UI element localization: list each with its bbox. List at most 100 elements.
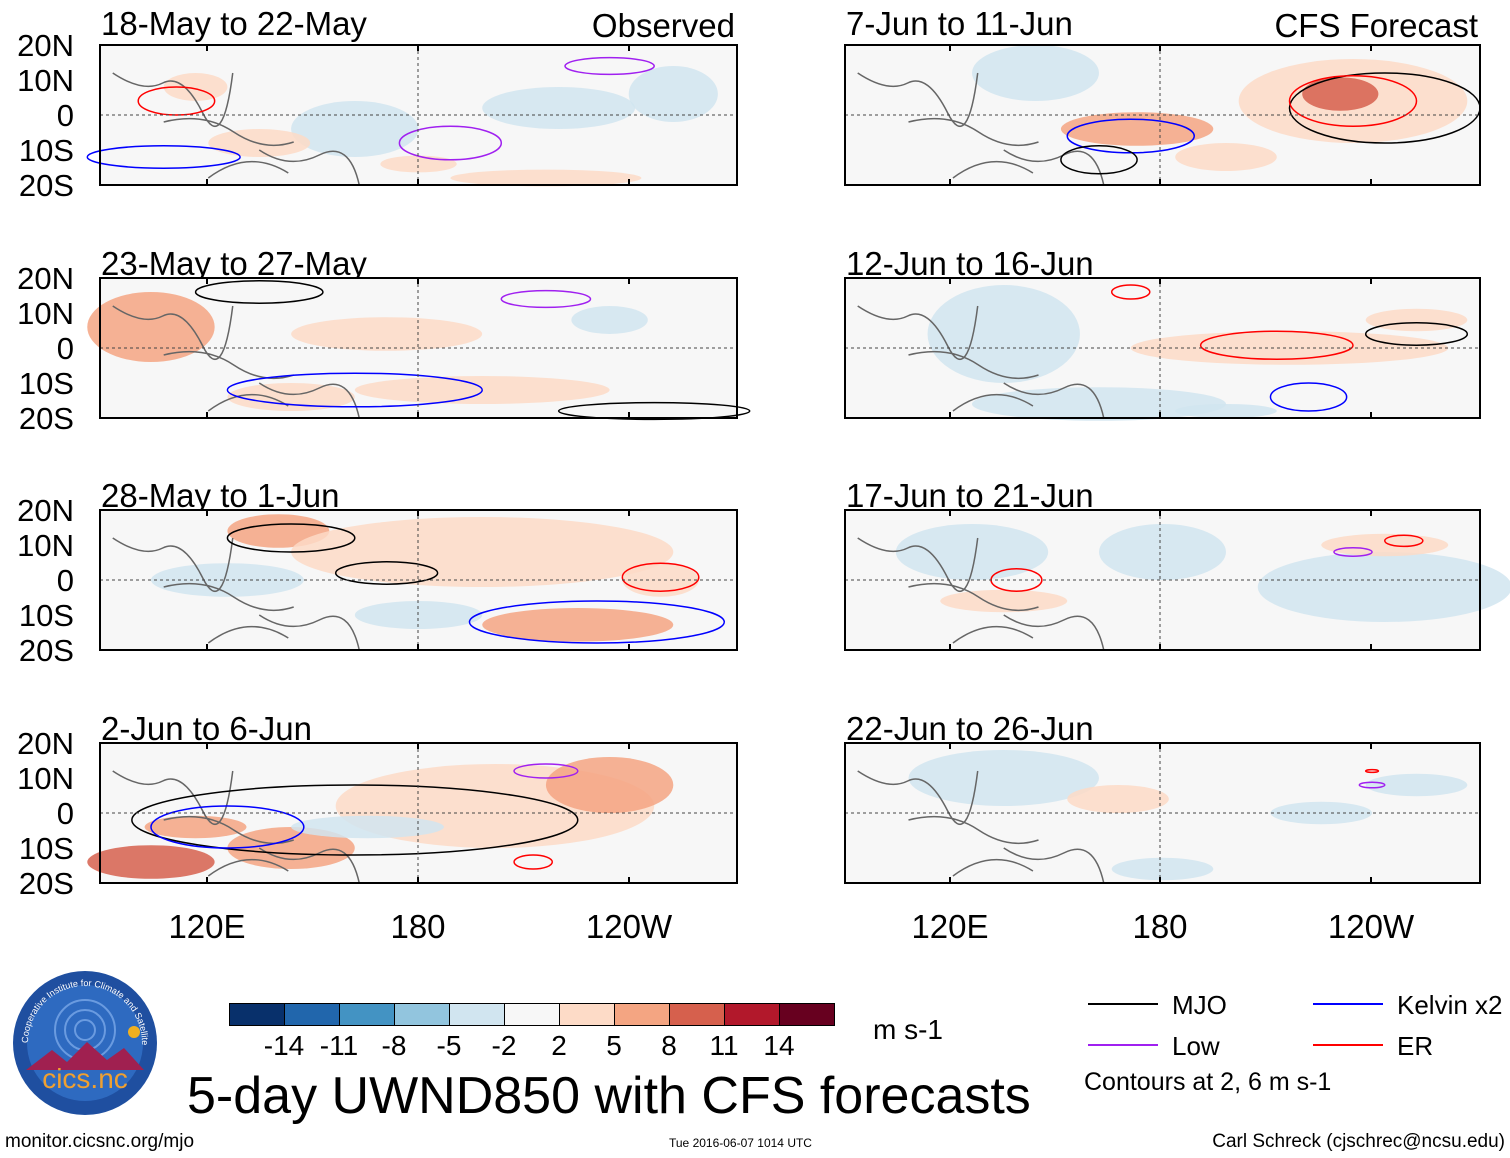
colorbar-tick-label: 14 xyxy=(763,1030,795,1061)
filtered-contour xyxy=(1333,547,1373,557)
anomaly-shading xyxy=(1175,404,1277,418)
panel-title: 17-Jun to 21-Jun xyxy=(846,477,1094,514)
legend-label: MJO xyxy=(1172,990,1227,1020)
filtered-contour xyxy=(1358,781,1386,789)
filtered-contour xyxy=(137,86,216,116)
anomaly-shading xyxy=(1321,533,1449,557)
filtered-contour xyxy=(226,372,483,408)
lat-tick-label: 10S xyxy=(18,133,74,168)
filtered-contour xyxy=(398,125,503,161)
anomaly-shading xyxy=(482,87,636,129)
filtered-contour xyxy=(1060,145,1138,175)
lon-tick-label: 180 xyxy=(390,908,446,945)
lat-tick-label: 10N xyxy=(17,528,74,563)
lat-tick-label: 10N xyxy=(17,761,74,796)
anomaly-shading xyxy=(1365,773,1468,797)
anomaly-shading xyxy=(450,169,642,187)
footer-author: Carl Schreck (cjschrec@ncsu.edu) xyxy=(1212,1131,1505,1152)
map-panel xyxy=(844,44,1481,186)
colorbar-tick-label: 11 xyxy=(709,1030,739,1061)
legend-label: Low xyxy=(1172,1031,1220,1061)
lat-tick-label: 20S xyxy=(18,866,74,901)
filtered-contour xyxy=(557,401,751,421)
anomaly-shading xyxy=(482,608,674,642)
panel-frame xyxy=(99,742,738,884)
lon-tick-label: 120W xyxy=(1327,908,1415,945)
map-panel xyxy=(844,742,1481,884)
colorbar-tick-label: 2 xyxy=(551,1030,567,1061)
footer-timestamp: Tue 2016-06-07 1014 UTC xyxy=(669,1136,812,1150)
coastline xyxy=(112,72,360,186)
colorbar-swatch xyxy=(559,1003,615,1026)
anomaly-shading xyxy=(571,306,648,334)
filtered-contour xyxy=(1110,284,1151,300)
filtered-contour xyxy=(1288,75,1418,127)
panel-title: 18-May to 22-May xyxy=(101,5,367,42)
colorbar-tick-label: -14 xyxy=(263,1030,305,1061)
panel-title: 22-Jun to 26-Jun xyxy=(846,710,1094,747)
legend-line xyxy=(1313,1044,1383,1046)
anomaly-shading xyxy=(291,317,483,351)
legend-line xyxy=(1088,1003,1158,1005)
colorbar-swatch xyxy=(284,1003,340,1026)
map-panel xyxy=(844,277,1481,421)
filtered-contour xyxy=(86,145,241,169)
lat-tick-label: 10N xyxy=(17,63,74,98)
colorbar-tick-label: -5 xyxy=(436,1030,462,1061)
lon-tick-label: 180 xyxy=(1132,908,1188,945)
colorbar-tick-label: -2 xyxy=(491,1030,517,1061)
colorbar-tick-label: 5 xyxy=(606,1030,622,1061)
coastline xyxy=(857,770,1105,884)
colorbar-swatch xyxy=(669,1003,725,1026)
lat-tick-label: 0 xyxy=(56,331,74,366)
colorbar-swatch xyxy=(339,1003,395,1026)
anomaly-shading xyxy=(380,155,457,173)
anomaly-shading xyxy=(1099,524,1226,580)
colorbar-swatch xyxy=(504,1003,560,1026)
filtered-contour xyxy=(150,805,305,849)
map-panel xyxy=(87,742,738,884)
filtered-contour xyxy=(500,289,592,309)
colorbar-swatch xyxy=(394,1003,450,1026)
lat-tick-label: 20N xyxy=(17,261,74,296)
lat-tick-label: 0 xyxy=(56,796,74,831)
legend-label: ER xyxy=(1397,1031,1434,1061)
footer-url[interactable]: monitor.cicsnc.org/mjo xyxy=(5,1131,195,1152)
panel-frame xyxy=(844,277,1481,419)
anomaly-shading xyxy=(227,383,355,411)
colorbar-units: m s-1 xyxy=(873,1014,943,1045)
lat-tick-label: 20S xyxy=(18,168,74,203)
anomaly-shading xyxy=(1111,857,1214,881)
lat-tick-label: 10S xyxy=(18,598,74,633)
map-panel xyxy=(99,509,738,651)
lat-tick-label: 10N xyxy=(17,296,74,331)
anomaly-shading xyxy=(291,101,419,157)
coastline xyxy=(857,72,1105,186)
chart-title: 5-day UWND850 with CFS forecasts xyxy=(187,1067,1031,1125)
lat-tick-label: 0 xyxy=(56,563,74,598)
anomaly-shading xyxy=(628,66,718,122)
lat-tick-label: 20N xyxy=(17,493,74,528)
anomaly-shading xyxy=(1302,77,1379,111)
colorbar-swatch xyxy=(614,1003,670,1026)
anomaly-shading xyxy=(291,517,674,587)
anomaly-shading xyxy=(1365,308,1468,332)
map-panel xyxy=(86,44,738,187)
lon-tick-label: 120E xyxy=(911,908,989,945)
filtered-contour xyxy=(226,523,356,553)
map-panel xyxy=(87,277,751,421)
anomaly-shading xyxy=(144,815,247,839)
filtered-contour xyxy=(468,600,726,644)
anomaly-shading xyxy=(163,73,228,101)
lat-tick-label: 10S xyxy=(18,831,74,866)
anomaly-shading xyxy=(291,815,444,839)
filtered-contour xyxy=(1199,330,1354,360)
filtered-contour xyxy=(513,854,554,870)
coastline xyxy=(857,537,1105,651)
anomaly-shading xyxy=(972,45,1099,101)
panel-frame xyxy=(99,509,738,651)
panel-title: 12-Jun to 16-Jun xyxy=(846,245,1094,282)
anomaly-shading xyxy=(227,827,355,869)
panel-frame xyxy=(844,44,1481,186)
lat-tick-label: 20S xyxy=(18,401,74,436)
